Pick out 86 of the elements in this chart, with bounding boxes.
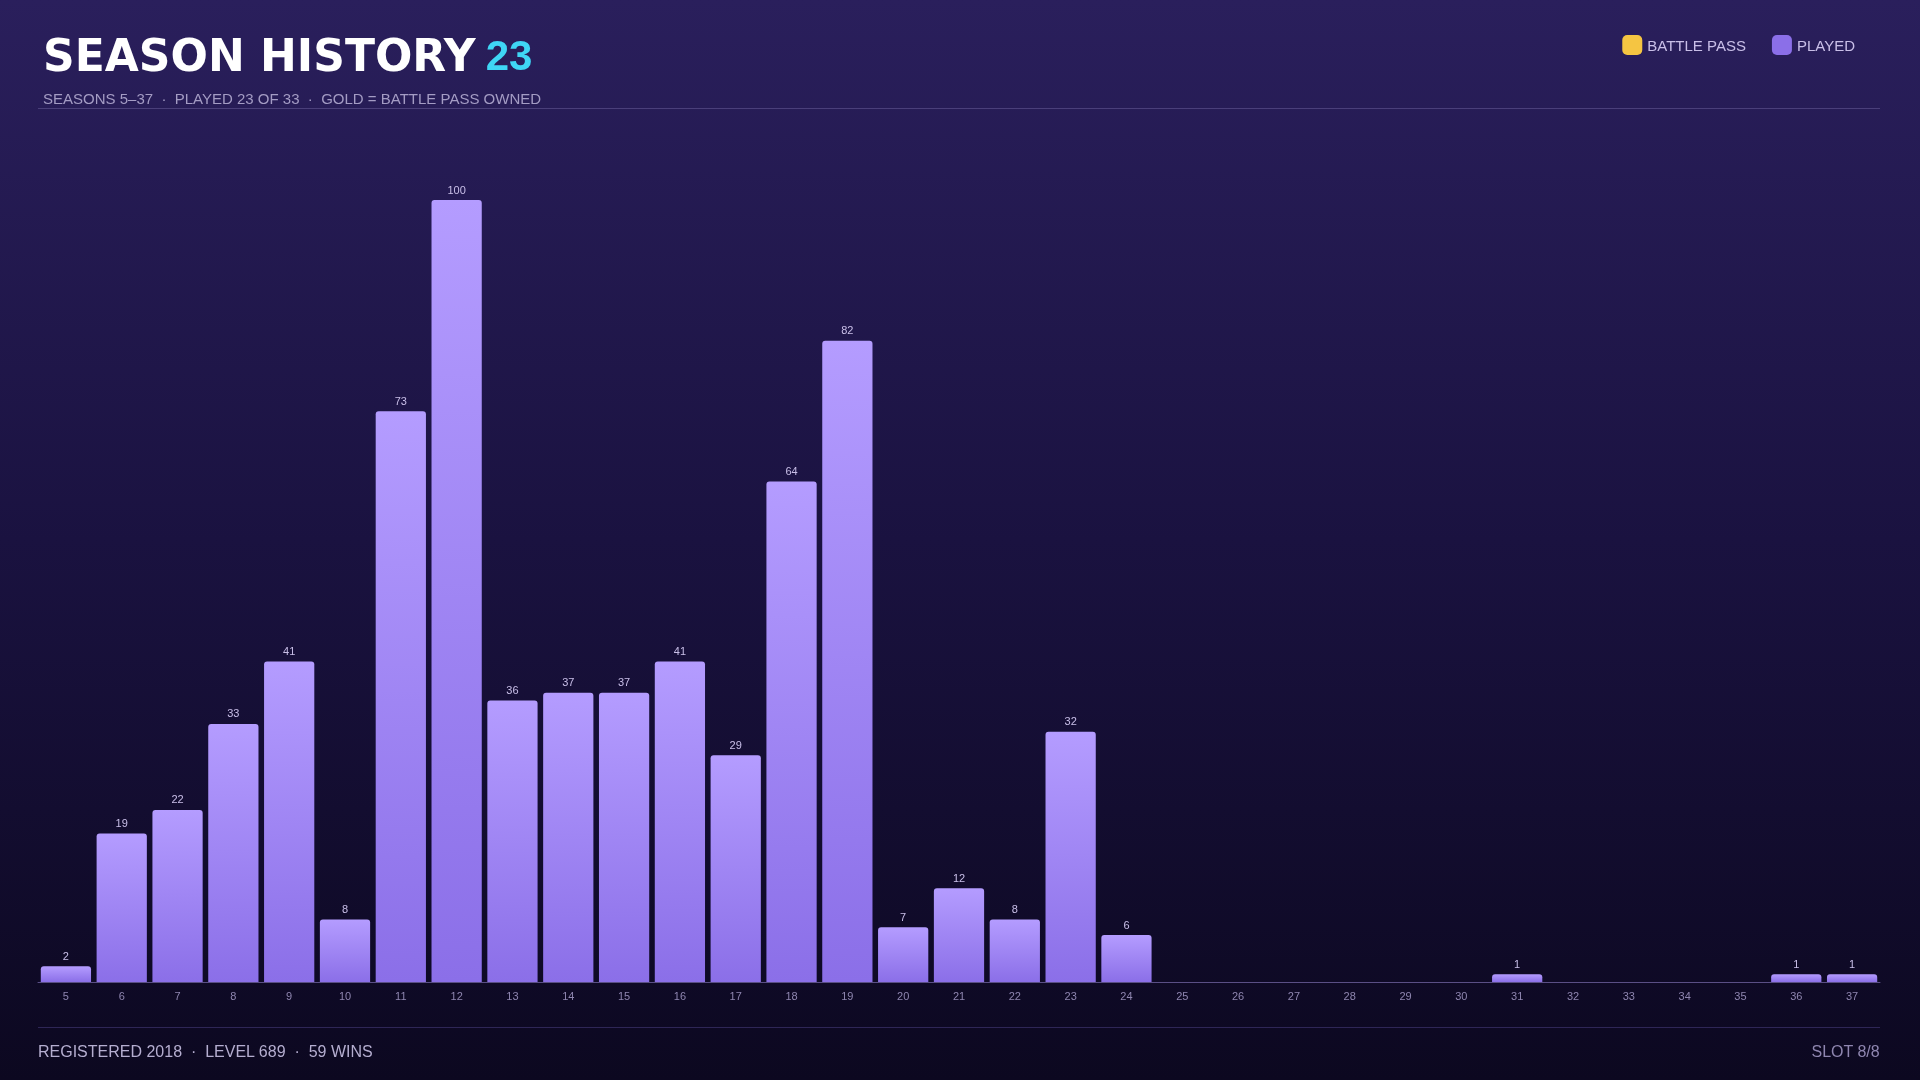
bar bbox=[208, 723, 259, 982]
x-tick-label: 26 bbox=[1231, 989, 1245, 1002]
bar bbox=[40, 966, 92, 982]
bar bbox=[1826, 974, 1878, 982]
bar bbox=[598, 692, 650, 982]
x-tick-label: 36 bbox=[1790, 989, 1803, 1002]
data-label: 37 bbox=[617, 676, 631, 689]
bar bbox=[822, 340, 873, 982]
x-tick-label: 35 bbox=[1734, 989, 1747, 1002]
x-tick-label: 19 bbox=[841, 989, 854, 1002]
data-label: 6 bbox=[1123, 918, 1130, 931]
x-tick-label: 8 bbox=[230, 989, 237, 1002]
x-tick-label: 33 bbox=[1622, 989, 1635, 1002]
bar bbox=[543, 692, 594, 982]
x-tick-label: 20 bbox=[897, 989, 910, 1002]
text: SLOT 8/8 bbox=[1811, 1042, 1880, 1060]
bar bbox=[1045, 731, 1096, 982]
data-label: 8 bbox=[1011, 902, 1018, 915]
x-tick-label: 37 bbox=[1845, 989, 1859, 1002]
x-tick-label: 7 bbox=[174, 989, 181, 1002]
legend-label: BATTLE PASS bbox=[1647, 36, 1746, 54]
x-tick-label: 5 bbox=[62, 989, 69, 1002]
bar bbox=[96, 833, 147, 982]
data-label: 36 bbox=[506, 683, 519, 696]
x-tick-label: 15 bbox=[617, 989, 631, 1002]
data-label: 32 bbox=[1064, 715, 1077, 728]
data-label: 41 bbox=[673, 644, 687, 657]
bar bbox=[319, 919, 371, 982]
x-tick-label: 14 bbox=[562, 989, 575, 1002]
x-tick-label: 18 bbox=[785, 989, 798, 1002]
data-label: 73 bbox=[394, 394, 407, 407]
x-tick-label: 17 bbox=[729, 989, 742, 1002]
x-tick-label: 13 bbox=[506, 989, 519, 1002]
x-tick-label: 34 bbox=[1678, 989, 1691, 1002]
data-label: 1 bbox=[1514, 957, 1521, 970]
data-label: 1 bbox=[1849, 957, 1856, 970]
data-label: 41 bbox=[283, 644, 296, 657]
data-label: 8 bbox=[341, 902, 349, 915]
bar bbox=[1492, 974, 1543, 982]
x-tick-label: 12 bbox=[450, 989, 463, 1002]
bar bbox=[710, 755, 761, 982]
bar bbox=[878, 927, 929, 982]
bar bbox=[989, 919, 1040, 982]
legend-label: PLAYED bbox=[1796, 36, 1856, 54]
data-label: 7 bbox=[900, 910, 907, 923]
x-tick-label: 6 bbox=[118, 989, 125, 1002]
x-tick-label: 11 bbox=[395, 989, 407, 1002]
x-tick-label: 30 bbox=[1455, 989, 1468, 1002]
x-tick-label: 25 bbox=[1176, 989, 1189, 1002]
x-tick-label: 16 bbox=[673, 989, 687, 1002]
data-label: 33 bbox=[227, 707, 240, 720]
data-label: 82 bbox=[841, 324, 854, 337]
data-label: 12 bbox=[952, 871, 966, 884]
bar bbox=[933, 888, 985, 982]
bar bbox=[487, 700, 538, 982]
bar bbox=[375, 411, 426, 982]
data-label: 2 bbox=[62, 949, 69, 962]
chart-subtitle: SEASONS 5–37 · PLAYED 23 OF 33 · GOLD = BATTLE PASS OWNED bbox=[43, 90, 542, 107]
bar bbox=[431, 200, 482, 982]
bar bbox=[654, 661, 706, 982]
x-tick-label: 21 bbox=[952, 989, 966, 1002]
x-tick-label: 9 bbox=[286, 989, 293, 1002]
x-tick-label: 32 bbox=[1566, 989, 1580, 1002]
data-label: 22 bbox=[171, 793, 184, 806]
data-label: 100 bbox=[447, 183, 466, 196]
x-tick-label: 27 bbox=[1287, 989, 1301, 1002]
bar bbox=[1101, 935, 1152, 982]
x-tick-label: 22 bbox=[1008, 989, 1021, 1002]
data-label: 37 bbox=[562, 676, 575, 689]
bar bbox=[766, 481, 817, 982]
data-label: 1 bbox=[1793, 957, 1800, 970]
chart-title: SEASON HISTORY bbox=[43, 29, 477, 81]
x-tick-label: 28 bbox=[1343, 989, 1356, 1002]
bar bbox=[264, 661, 315, 982]
text: REGISTERED 2018 · LEVEL 689 · 59 WINS bbox=[38, 1042, 373, 1060]
x-tick-label: 24 bbox=[1120, 989, 1133, 1002]
bar bbox=[152, 809, 203, 982]
x-tick-label: 29 bbox=[1399, 989, 1412, 1002]
bar bbox=[1771, 974, 1822, 982]
data-label: 19 bbox=[115, 816, 128, 829]
x-tick-label: 10 bbox=[338, 989, 352, 1002]
data-label: 29 bbox=[729, 738, 742, 751]
x-tick-label: 31 bbox=[1511, 989, 1524, 1002]
data-label: 64 bbox=[785, 465, 798, 478]
x-tick-label: 23 bbox=[1064, 989, 1077, 1002]
text: 23 bbox=[485, 31, 533, 79]
